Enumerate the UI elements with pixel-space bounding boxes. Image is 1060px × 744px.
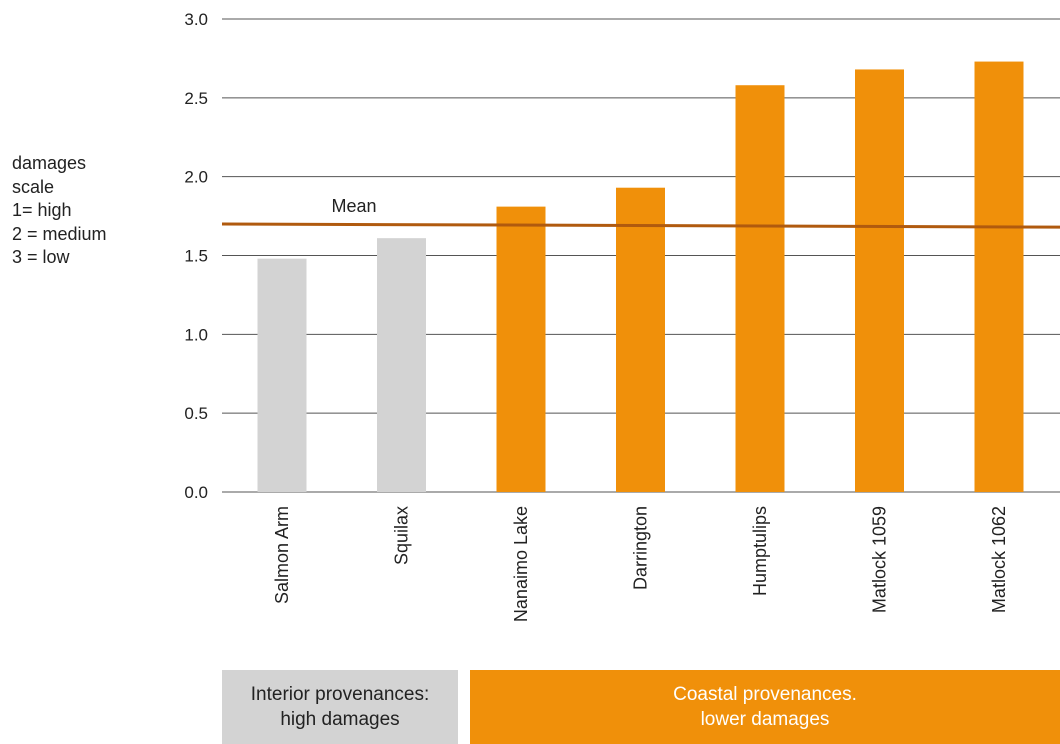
coastal-group-label-line-1: Coastal provenances. bbox=[673, 684, 857, 705]
y-axis-label-line-3: 1= high bbox=[12, 200, 72, 220]
y-axis-label-line-5: 3 = low bbox=[12, 247, 70, 267]
x-tick-label: Nanaimo Lake bbox=[511, 506, 531, 622]
coastal-group-label-line-2: lower damages bbox=[700, 709, 830, 730]
mean-label: Mean bbox=[331, 196, 376, 216]
x-tick-label: Matlock 1062 bbox=[989, 506, 1009, 613]
x-tick-label: Humptulips bbox=[750, 506, 770, 596]
mean-line bbox=[221, 222, 1060, 229]
y-tick-label: 1.5 bbox=[184, 247, 208, 266]
y-tick-label: 0.0 bbox=[184, 483, 208, 502]
x-tick-label: Squilax bbox=[392, 506, 412, 565]
interior-group-label-line-1: Interior provenances: bbox=[250, 684, 430, 705]
y-axis-label-line-2: scale bbox=[12, 176, 55, 197]
interior-group-label-line-2: high damages bbox=[280, 709, 400, 730]
y-axis-label-line-4: 2 = medium bbox=[12, 223, 107, 244]
y-tick-label: 2.0 bbox=[184, 168, 208, 187]
bar bbox=[616, 187, 665, 492]
bar bbox=[377, 238, 426, 492]
coastal-group-label: Coastal provenances. lower damages bbox=[470, 670, 1060, 744]
bar bbox=[735, 85, 785, 492]
interior-group-label: Interior provenances: high damages bbox=[222, 670, 458, 744]
y-tick-label: 3.0 bbox=[184, 10, 208, 29]
y-tick-label: 1.0 bbox=[184, 325, 208, 344]
x-tick-label: Matlock 1059 bbox=[870, 506, 890, 613]
y-tick-label: 2.5 bbox=[184, 89, 208, 108]
x-tick-label: Salmon Arm bbox=[272, 506, 292, 604]
bar bbox=[855, 69, 904, 492]
y-tick-label: 0.5 bbox=[184, 404, 208, 423]
bar bbox=[257, 258, 307, 492]
bar bbox=[974, 61, 1024, 492]
y-axis-label: damages scale 1= high 2 = medium 3 = low bbox=[12, 152, 107, 270]
y-axis-label-line-1: damages bbox=[12, 153, 87, 173]
x-tick-label: Darrington bbox=[631, 506, 651, 590]
bar bbox=[496, 206, 546, 492]
